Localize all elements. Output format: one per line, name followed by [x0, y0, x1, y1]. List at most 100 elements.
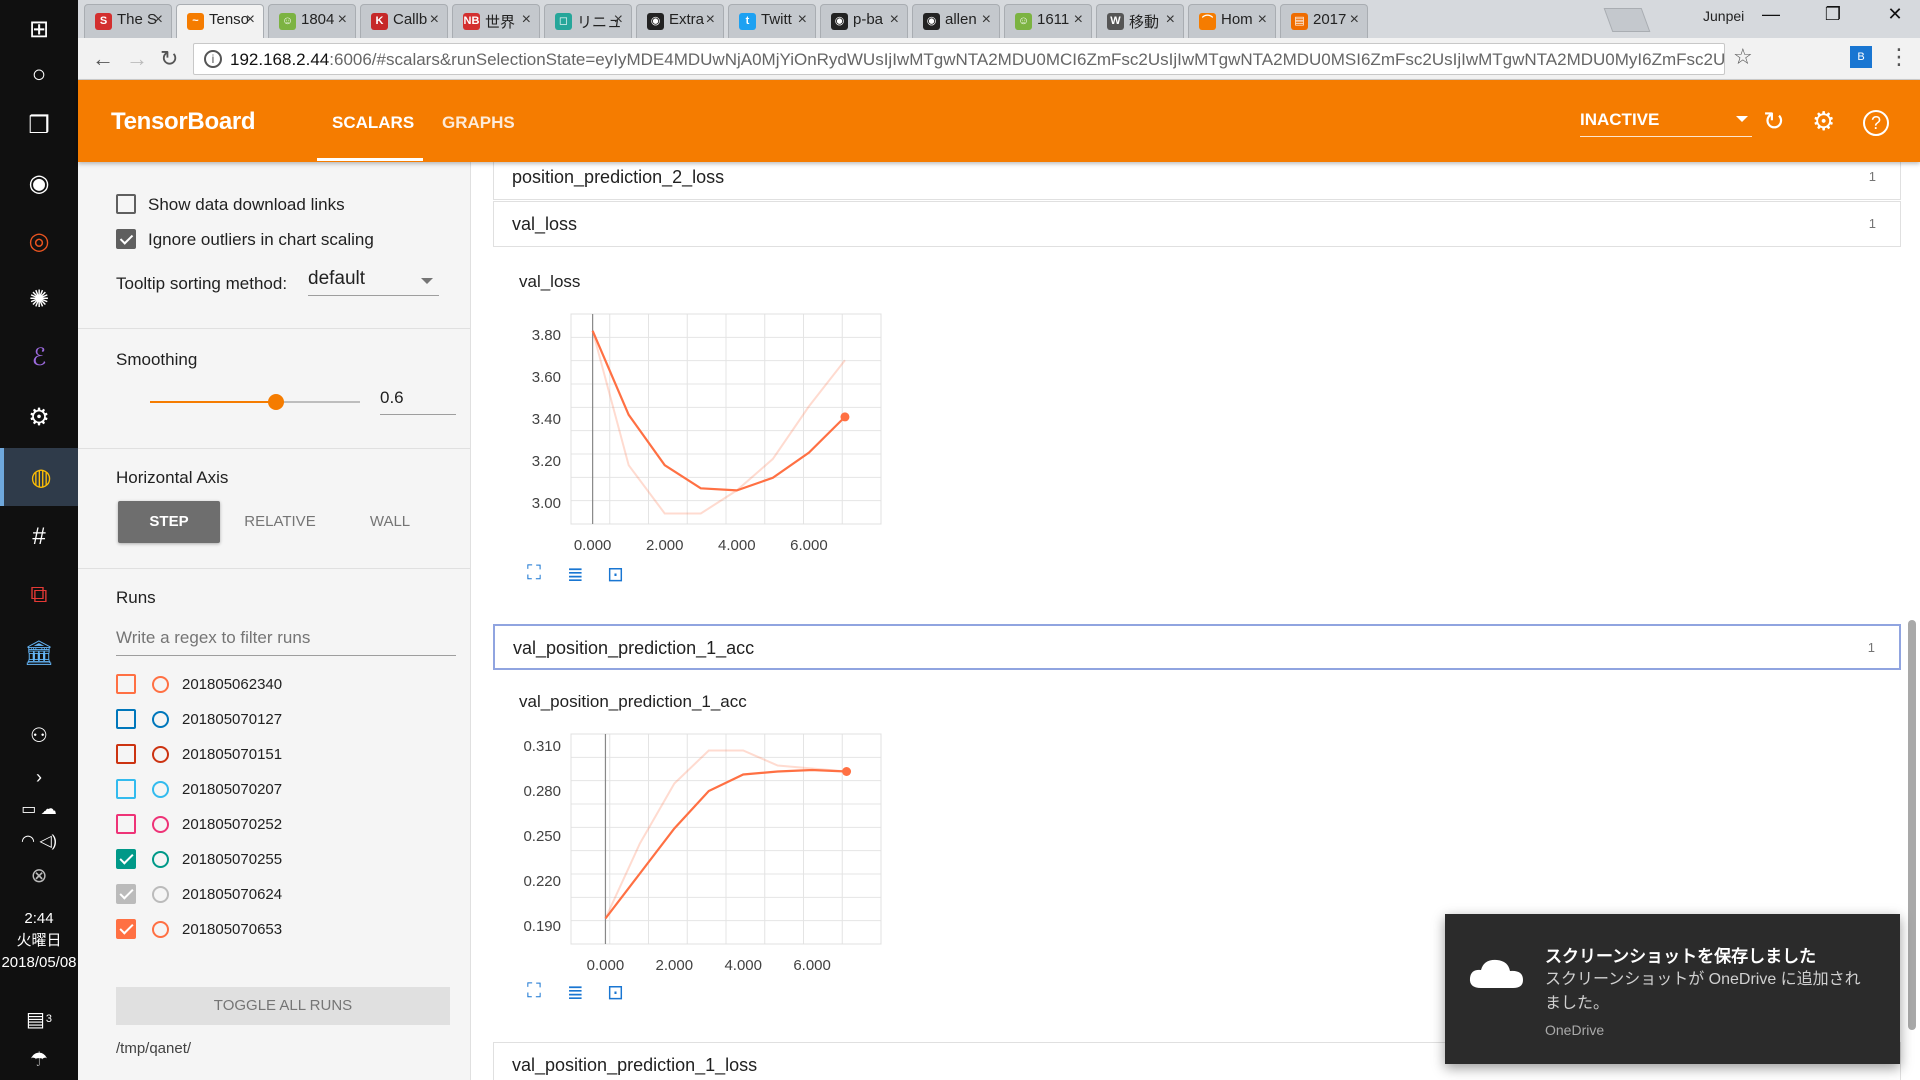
close-window-icon[interactable]: ✕ [1887, 4, 1903, 24]
run-checkbox[interactable] [116, 814, 136, 834]
chrome-icon[interactable]: ◍ [0, 448, 78, 506]
browser-tab[interactable]: NB 世界 × [452, 4, 540, 38]
settings-gear-icon[interactable]: ⚙ [28, 403, 50, 431]
run-radio[interactable] [152, 921, 169, 938]
val-loss-chart[interactable]: 3.00 3.20 3.40 3.60 3.80 0.000 2.000 4.000 6.000 [471, 302, 991, 562]
run-checkbox[interactable] [116, 744, 136, 764]
system-clock[interactable]: 2:44 火曜日 2018/05/08 [0, 908, 78, 974]
tab-close-icon[interactable]: × [429, 11, 439, 28]
run-checkbox[interactable] [116, 709, 136, 729]
browser-tab[interactable]: W 移動 × [1096, 4, 1184, 38]
fullscreen-icon[interactable]: ⛶ [527, 980, 541, 1002]
ignore-outliers-checkbox[interactable] [116, 229, 136, 249]
toggle-log-scale-icon[interactable]: ≣ [567, 982, 584, 1004]
extension-icon[interactable]: B [1850, 46, 1872, 68]
tab-graphs[interactable]: GRAPHS [442, 113, 515, 132]
tab-close-icon[interactable]: × [1257, 11, 1267, 28]
run-filter-input[interactable]: Write a regex to filter runs [116, 628, 456, 656]
category-header[interactable]: val_loss 1 [493, 201, 1901, 247]
browser-menu-icon[interactable]: ⋮ [1888, 44, 1910, 69]
close-circle-icon[interactable]: ⊗ [30, 864, 48, 887]
tab-close-icon[interactable]: × [889, 11, 899, 28]
battery-onedrive-icon[interactable]: ▭ ☁ [21, 801, 57, 818]
fit-domain-icon[interactable]: ⊡ [607, 982, 624, 1004]
wifi-volume-icon[interactable]: ◠ ◁) [20, 833, 58, 850]
people-icon[interactable]: ⚇ [30, 724, 48, 747]
tab-close-icon[interactable]: × [1349, 11, 1359, 28]
help-icon[interactable]: ? [1863, 110, 1889, 136]
inactive-dashboard-select[interactable]: INACTIVE [1580, 110, 1752, 137]
browser-tab[interactable]: ☺ 1804 × [268, 4, 356, 38]
main-scrollbar[interactable] [1908, 620, 1916, 1030]
show-download-links-checkbox[interactable] [116, 194, 136, 214]
info-icon[interactable]: i [204, 50, 222, 68]
weather-icon[interactable]: ☂ [30, 1048, 48, 1071]
browser-tab[interactable]: ⌒ Hom × [1188, 4, 1276, 38]
browser-tab[interactable]: ◻ リニュ × [544, 4, 632, 38]
slack-icon[interactable]: # [32, 523, 46, 550]
fullscreen-icon[interactable]: ⛶ [527, 562, 541, 584]
browser-tab[interactable]: ◉ p-ba × [820, 4, 908, 38]
tab-close-icon[interactable]: × [981, 11, 991, 28]
tab-close-icon[interactable]: × [1073, 11, 1083, 28]
axis-wall-button[interactable]: WALL [369, 513, 411, 530]
run-radio[interactable] [152, 816, 169, 833]
onedrive-notification-toast[interactable]: スクリーンショットを保存しました スクリーンショットが OneDrive に追加… [1445, 914, 1900, 1064]
minimize-icon[interactable]: — [1762, 4, 1780, 24]
tab-close-icon[interactable]: × [153, 11, 163, 28]
action-center-icon[interactable]: ▤ 3 [25, 1008, 53, 1031]
task-view-icon[interactable]: ❒ [28, 111, 50, 139]
browser-tab[interactable]: ▤ 2017 × [1280, 4, 1368, 38]
tab-close-icon[interactable]: × [613, 11, 623, 28]
brightness-icon[interactable]: ✺ [28, 285, 50, 313]
toggle-log-scale-icon[interactable]: ≣ [567, 564, 584, 586]
tab-close-icon[interactable]: × [797, 11, 807, 28]
browser-tab[interactable]: ~ Tenso × [176, 4, 264, 38]
bookmark-star-icon[interactable]: ☆ [1733, 44, 1753, 69]
chevron-right-icon[interactable]: › [36, 766, 42, 787]
run-radio[interactable] [152, 676, 169, 693]
browser-tab[interactable]: ◉ Extra × [636, 4, 724, 38]
tooltip-sorting-dropdown[interactable]: default [308, 268, 439, 296]
fit-domain-icon[interactable]: ⊡ [607, 564, 624, 586]
tab-close-icon[interactable]: × [705, 11, 715, 28]
run-radio[interactable] [152, 886, 169, 903]
run-checkbox[interactable] [116, 849, 136, 869]
run-radio[interactable] [152, 711, 169, 728]
browser-tab[interactable]: ☺ 1611 × [1004, 4, 1092, 38]
ubuntu-icon[interactable]: ◎ [28, 227, 50, 255]
reload-data-icon[interactable]: ↻ [1763, 106, 1785, 136]
new-tab-button[interactable] [1603, 8, 1651, 32]
run-checkbox[interactable] [116, 884, 136, 904]
tab-close-icon[interactable]: × [521, 11, 531, 28]
category-header[interactable]: val_position_prediction_1_acc 1 [493, 624, 1901, 670]
library-icon[interactable]: 🏛 [23, 639, 55, 667]
run-radio[interactable] [152, 851, 169, 868]
forward-icon[interactable]: → [126, 46, 148, 71]
run-checkbox[interactable] [116, 919, 136, 939]
pdf-reader-icon[interactable]: ⧉ [30, 581, 48, 608]
run-radio[interactable] [152, 746, 169, 763]
restore-icon[interactable]: ❐ [1824, 4, 1842, 24]
browser-tab[interactable]: K Callb × [360, 4, 448, 38]
settings-icon[interactable]: ⚙ [1812, 106, 1836, 136]
app-icon-media[interactable]: ◉ [28, 169, 50, 197]
smoothing-slider-knob[interactable] [268, 394, 284, 410]
back-icon[interactable]: ← [92, 46, 114, 71]
run-checkbox[interactable] [116, 674, 136, 694]
toggle-all-runs-button[interactable]: TOGGLE ALL RUNS [116, 987, 450, 1025]
browser-tab[interactable]: ◉ allen × [912, 4, 1000, 38]
browser-tab[interactable]: t Twitt × [728, 4, 816, 38]
val-position-prediction-1-acc-chart[interactable]: 0.190 0.220 0.250 0.280 0.310 0.000 2.000 4.000… [471, 722, 991, 982]
tab-scalars[interactable]: SCALARS [332, 113, 415, 132]
tab-close-icon[interactable]: × [1165, 11, 1175, 28]
emacs-icon[interactable]: ℰ [31, 343, 47, 371]
reload-icon[interactable]: ↻ [160, 46, 179, 71]
axis-step-button[interactable]: STEP [118, 501, 220, 543]
tab-close-icon[interactable]: × [337, 11, 347, 28]
cortana-icon[interactable]: ○ [31, 61, 47, 88]
browser-profile-name[interactable]: Junpei [1703, 8, 1745, 24]
tab-close-icon[interactable]: × [245, 11, 255, 28]
smoothing-value-input[interactable]: 0.6 [380, 388, 456, 415]
smoothing-slider[interactable] [150, 394, 360, 410]
